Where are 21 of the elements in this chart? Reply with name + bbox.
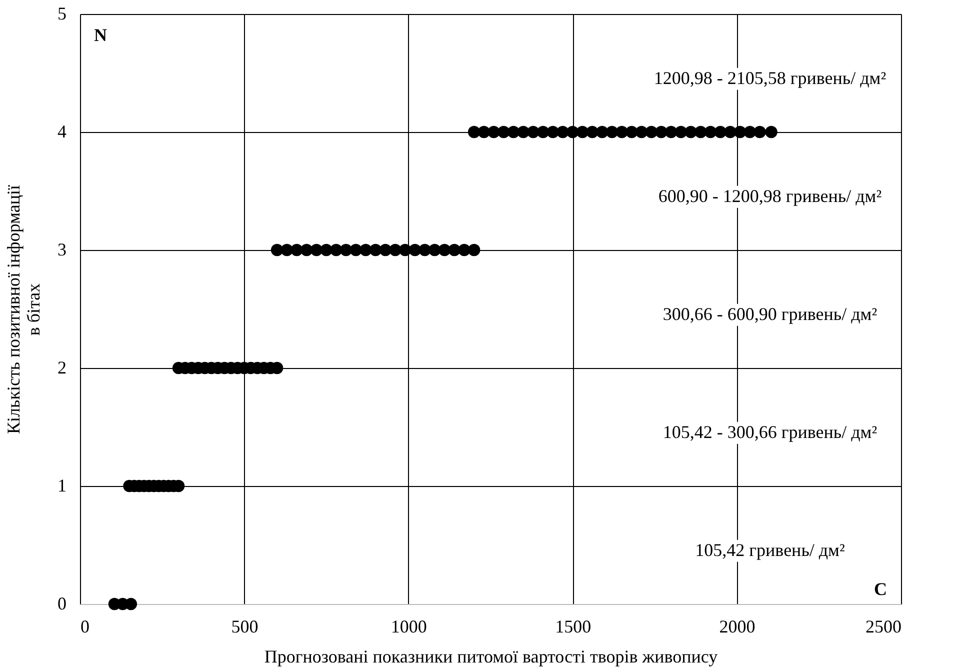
y-tick-label: 3 [58,240,66,260]
annotation: 105,42 гривень/ дм² [695,540,845,560]
y-tick-label: 0 [58,594,66,614]
annotation: 105,42 - 300,66 гривень/ дм² [662,422,878,442]
x-tick-label: 2000 [719,616,756,636]
annotation: N [94,25,107,45]
x-tick-label: 2500 [866,616,902,636]
y-tick-label: 2 [58,358,66,378]
annotation: 1200,98 - 2105,58 гривень/ дм² [654,68,886,88]
x-tick-label: 500 [231,616,258,636]
x-tick-label: 1500 [555,616,592,636]
x-axis-title: Прогнозовані показники питомої вартості творів живопису [264,646,718,666]
annotation: C [874,579,887,599]
y-axis-title: Кількість позитивної інформації в бітах [4,185,44,434]
y-tick-label: 1 [58,476,66,496]
y-tick-label: 4 [58,122,66,142]
x-tick-label: 1000 [390,616,427,636]
x-tick-label: 0 [80,616,90,636]
y-tick-label: 5 [58,4,66,24]
annotation: 300,66 - 600,90 гривень/ дм² [662,304,878,324]
annotation: 600,90 - 1200,98 гривень/ дм² [658,186,882,206]
